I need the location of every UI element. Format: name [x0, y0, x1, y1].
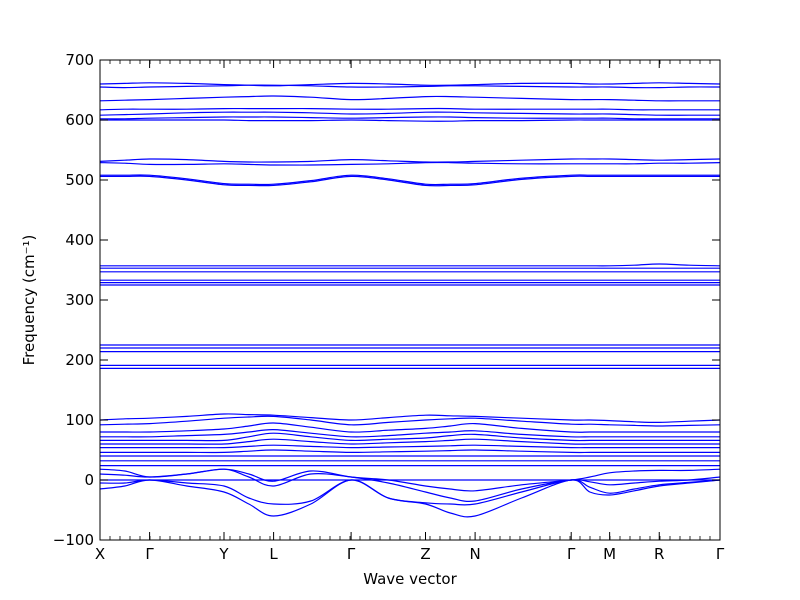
band-series-5: [99, 111, 720, 116]
band-series-37: [99, 479, 721, 506]
band-series-29: [99, 444, 720, 449]
y-tick-label: 0: [84, 471, 94, 489]
band-series-28: [100, 438, 720, 445]
y-tick-label: 500: [65, 171, 94, 189]
band-series-35: [99, 468, 721, 502]
x-tick-label: N: [469, 545, 480, 563]
y-axis-title: Frequency (cm⁻¹): [20, 235, 38, 366]
x-tick-label: Γ: [567, 545, 576, 563]
bands-layer: [99, 82, 721, 518]
x-tick-label: Γ: [145, 545, 154, 563]
minor-ticks-layer: [109, 60, 711, 540]
band-series-12: [100, 263, 721, 267]
x-tick-label: X: [95, 545, 105, 563]
band-series-11: [100, 175, 720, 187]
band-series-24: [99, 415, 721, 427]
band-series-6: [99, 116, 720, 120]
y-tick-label: 600: [65, 111, 94, 129]
y-tick-label: 100: [65, 411, 94, 429]
band-series-38: [99, 479, 721, 518]
band-series-30: [100, 449, 720, 454]
band-series-23: [99, 413, 721, 424]
y-tick-label: −100: [53, 531, 94, 549]
band-series-27: [99, 432, 720, 442]
y-tick-label: 400: [65, 231, 94, 249]
band-series-3: [99, 95, 720, 102]
x-tick-label: M: [603, 545, 616, 563]
y-tick-label: 700: [65, 51, 94, 69]
y-tick-label: 200: [65, 351, 94, 369]
band-series-25: [99, 422, 720, 433]
band-series-1: [99, 82, 721, 87]
band-series-2: [99, 84, 721, 89]
band-series-9: [99, 161, 721, 166]
x-axis-title: Wave vector: [363, 570, 457, 588]
x-tick-label: Γ: [716, 545, 725, 563]
plot-background: [100, 60, 720, 540]
x-tick-label: R: [654, 545, 664, 563]
x-tick-label: Z: [420, 545, 430, 563]
x-tick-label: Y: [218, 545, 229, 563]
band-series-4: [99, 107, 720, 111]
band-series-7: [100, 119, 720, 122]
band-series-26: [100, 428, 720, 438]
y-tick-label: 300: [65, 291, 94, 309]
band-series-10: [100, 174, 720, 186]
x-tick-label: L: [269, 545, 278, 563]
x-tick-label: Γ: [347, 545, 356, 563]
y-axis-ticks: −100 0 100 200 300 400 500 600 700: [53, 51, 720, 549]
